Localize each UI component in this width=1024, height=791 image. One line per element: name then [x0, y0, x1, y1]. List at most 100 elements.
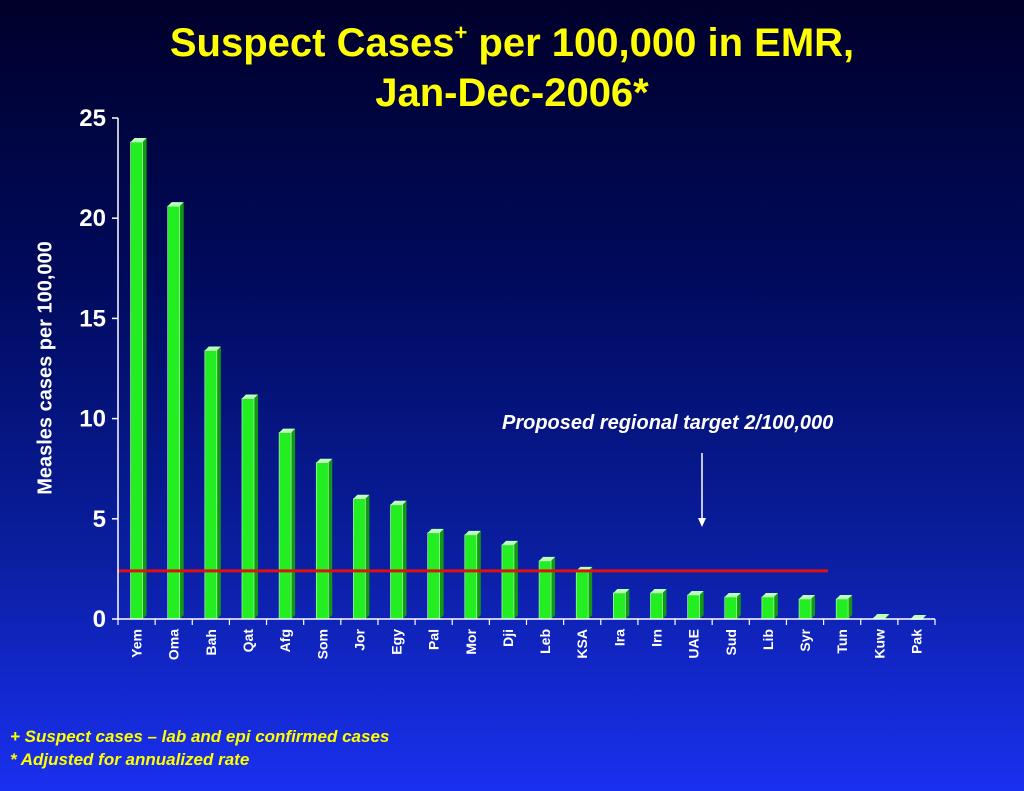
- bar-afg: [278, 428, 296, 620]
- x-tick-label-qat: Qat: [240, 629, 256, 653]
- axes-group: [112, 117, 936, 625]
- x-tick-label-pal: Pal: [426, 629, 442, 650]
- x-tick-label-ksa: KSA: [574, 629, 590, 659]
- title-part-b: per 100,000 in EMR,: [467, 21, 855, 65]
- bar-top: [167, 202, 184, 207]
- bar-side: [662, 588, 667, 619]
- bar-top: [539, 556, 556, 561]
- y-tick-label-25: 25: [79, 105, 106, 132]
- bar-jor: [353, 494, 370, 620]
- bar-side: [513, 540, 518, 619]
- bar-front: [204, 350, 218, 620]
- bar-side: [625, 588, 630, 619]
- bar-bah: [204, 346, 221, 620]
- bar-front: [464, 534, 478, 620]
- x-tick-label-som: Som: [314, 629, 330, 659]
- bar-top: [910, 615, 927, 619]
- bar-side: [216, 346, 221, 619]
- bar-syr: [798, 594, 816, 620]
- bar-ira: [613, 588, 630, 620]
- x-tick-label-mor: Mor: [463, 628, 479, 654]
- bar-front: [687, 594, 700, 620]
- bar-front: [315, 462, 329, 620]
- footnote-annualized: * Adjusted for annualized rate: [10, 750, 250, 769]
- bar-top: [353, 494, 370, 499]
- bar-front: [278, 432, 292, 620]
- bar-kuw: [872, 613, 890, 620]
- bar-top: [279, 428, 296, 433]
- x-tick-label-oma: Oma: [166, 629, 182, 660]
- x-tick-label-leb: Leb: [537, 629, 553, 654]
- bar-side: [848, 594, 853, 619]
- bar-pal: [427, 528, 444, 620]
- bar-top: [873, 613, 890, 618]
- title-line-2: Jan-Dec-2006*: [375, 71, 649, 115]
- bar-sud: [724, 592, 741, 620]
- y-tick-label-15: 15: [79, 305, 106, 332]
- bar-ksa: [575, 566, 593, 620]
- x-tick-label-yem: Yem: [129, 629, 145, 658]
- bar-top: [687, 590, 704, 595]
- bar-top: [501, 540, 518, 545]
- bar-dji: [501, 540, 518, 620]
- x-tick-label-irn: Irn: [648, 629, 664, 647]
- bar-front: [501, 544, 515, 620]
- bar-oma: [167, 202, 184, 620]
- y-axis-label: Measles cases per 100,000: [34, 241, 57, 495]
- bar-side: [811, 594, 816, 619]
- bar-top: [650, 588, 667, 593]
- x-tick-label-syr: Syr: [797, 628, 813, 651]
- bar-front: [575, 570, 589, 620]
- bar-side: [439, 528, 444, 619]
- bar-top: [241, 394, 258, 399]
- y-tick-label-0: 0: [93, 606, 106, 633]
- bar-top: [799, 594, 816, 599]
- bar-mor: [464, 530, 481, 620]
- x-tick-label-ira: Ira: [611, 629, 627, 646]
- bar-side: [328, 458, 333, 619]
- footnotes: + Suspect cases – lab and epi confirmed …: [10, 725, 389, 771]
- bar-side: [885, 613, 890, 619]
- y-tick-label-5: 5: [93, 506, 106, 533]
- x-tick-label-kuw: Kuw: [871, 629, 887, 659]
- bar-top: [204, 346, 221, 351]
- annotation-arrow-head: [698, 518, 706, 527]
- bar-top: [761, 592, 778, 597]
- bar-side: [291, 428, 296, 619]
- bar-front: [353, 498, 366, 620]
- bar-side: [142, 138, 147, 619]
- bar-side: [179, 202, 184, 619]
- bar-egy: [390, 500, 407, 620]
- bar-top: [316, 458, 333, 463]
- bar-qat: [241, 394, 258, 620]
- bar-tun: [835, 594, 853, 620]
- bar-side: [773, 592, 778, 619]
- x-tick-label-jor: Jor: [351, 628, 367, 650]
- labels-group: 0 5 10 15 20 25 Yem Oma Bah Qat Afg Som Jor Egy Pal Mor…: [79, 105, 924, 660]
- bar-front: [427, 532, 440, 620]
- bar-front: [650, 592, 663, 620]
- title-superscript: +: [454, 20, 468, 45]
- bar-top: [836, 594, 853, 599]
- bar-side: [402, 500, 407, 619]
- bar-side: [365, 494, 370, 619]
- bar-lib: [761, 592, 778, 620]
- x-tick-label-bah: Bah: [203, 629, 219, 655]
- chart-title: Suspect Cases+ per 100,000 in EMR, Jan-D…: [0, 18, 1024, 118]
- bar-front: [390, 504, 403, 620]
- bar-som: [315, 458, 333, 620]
- bar-side: [588, 566, 593, 619]
- bar-top: [427, 528, 444, 533]
- bars-group: [130, 138, 927, 620]
- bar-front: [167, 205, 181, 620]
- bar-front: [835, 598, 849, 620]
- title-part-a: Suspect Cases: [169, 21, 455, 65]
- bar-side: [476, 530, 481, 619]
- x-tick-label-uae: UAE: [686, 629, 702, 659]
- bar-side: [551, 556, 556, 619]
- bar-leb: [538, 556, 556, 620]
- bar-front: [130, 141, 143, 620]
- target-annotation: Proposed regional target 2/100,000: [502, 412, 834, 434]
- bar-irn: [650, 588, 667, 620]
